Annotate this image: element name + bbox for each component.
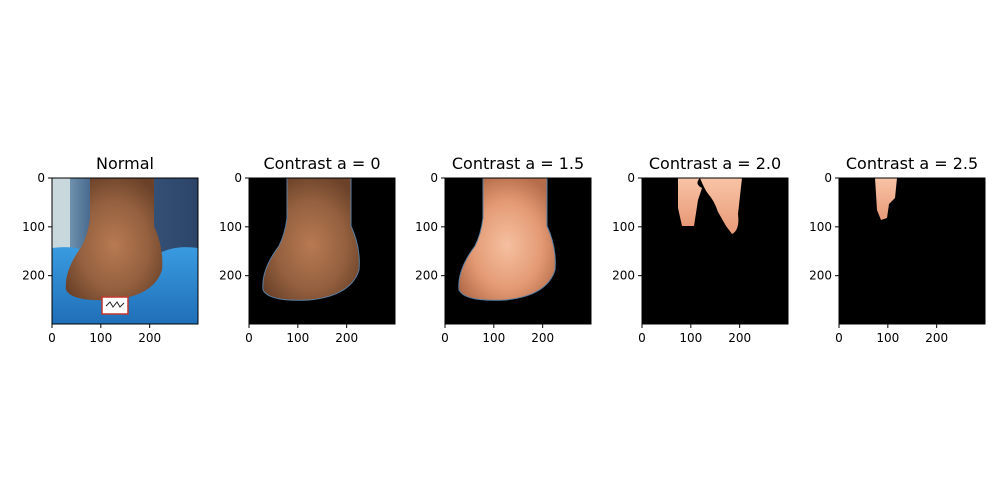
y-tick-label: 100 xyxy=(612,220,635,234)
panel-title: Contrast a = 1.5 xyxy=(452,154,584,173)
x-tick-label: 200 xyxy=(925,331,948,345)
panels-group: Normal 0 100 200 0 100 200 Contrast a = 0 0 100 20… xyxy=(22,154,986,345)
photo-tag xyxy=(101,296,129,315)
photo-tag-writing xyxy=(105,301,125,308)
x-tick-label: 100 xyxy=(482,331,505,345)
x-tick-label: 200 xyxy=(138,331,161,345)
x-tick-label: 0 xyxy=(441,331,449,345)
segmented-gap xyxy=(702,188,712,208)
y-tick-label: 200 xyxy=(612,269,635,283)
y-tick-label: 100 xyxy=(219,220,242,234)
axes-frame xyxy=(444,177,592,325)
y-tick-label: 0 xyxy=(430,171,438,185)
axes-frame xyxy=(838,177,986,325)
panel-5: Contrast a = 2.5 0 100 200 0 100 200 xyxy=(809,154,986,345)
panel-title: Contrast a = 2.0 xyxy=(649,154,781,173)
x-tick-label: 0 xyxy=(245,331,253,345)
panel-image xyxy=(445,177,591,324)
y-tick-label: 0 xyxy=(627,171,635,185)
panel-image xyxy=(52,178,198,324)
axes-frame xyxy=(641,177,789,325)
panel-2: Contrast a = 0 0 100 200 0 100 200 xyxy=(219,154,396,345)
panel-title: Contrast a = 2.5 xyxy=(846,154,978,173)
x-tick-label: 200 xyxy=(531,331,554,345)
x-tick-label: 200 xyxy=(728,331,751,345)
axes-frame xyxy=(51,177,199,325)
segmented-skin xyxy=(875,178,897,220)
panel-4: Contrast a = 2.0 0 100 200 0 100 200 xyxy=(612,154,789,345)
y-tick-label: 200 xyxy=(219,269,242,283)
segmented-skin xyxy=(458,177,556,301)
x-tick-label: 0 xyxy=(638,331,646,345)
mask-background xyxy=(839,178,985,324)
panel-image xyxy=(839,178,985,324)
panel-image xyxy=(249,177,395,324)
y-tick-label: 100 xyxy=(809,220,832,234)
y-tick-label: 200 xyxy=(415,269,438,283)
y-tick-label: 0 xyxy=(824,171,832,185)
panel-1: Normal 0 100 200 0 100 200 xyxy=(22,154,199,345)
panel-title: Normal xyxy=(96,154,154,173)
segmented-skin xyxy=(262,177,360,301)
x-tick-label: 200 xyxy=(335,331,358,345)
x-tick-label: 0 xyxy=(48,331,56,345)
y-tick-label: 200 xyxy=(809,269,832,283)
x-tick-label: 0 xyxy=(835,331,843,345)
y-tick-label: 200 xyxy=(22,269,45,283)
panel-title: Contrast a = 0 xyxy=(263,154,380,173)
x-tick-label: 100 xyxy=(89,331,112,345)
y-tick-label: 100 xyxy=(415,220,438,234)
x-tick-label: 100 xyxy=(679,331,702,345)
x-tick-label: 100 xyxy=(286,331,309,345)
panel-3: Contrast a = 1.5 0 100 200 0 100 200 xyxy=(415,154,592,345)
y-tick-label: 100 xyxy=(22,220,45,234)
photo-neck xyxy=(65,178,163,301)
segmented-skin-left xyxy=(678,178,702,226)
y-tick-label: 0 xyxy=(37,171,45,185)
axes-frame xyxy=(248,177,396,325)
panel-image xyxy=(642,178,788,324)
y-tick-label: 0 xyxy=(234,171,242,185)
segmented-skin-right xyxy=(700,178,742,234)
x-tick-label: 100 xyxy=(876,331,899,345)
